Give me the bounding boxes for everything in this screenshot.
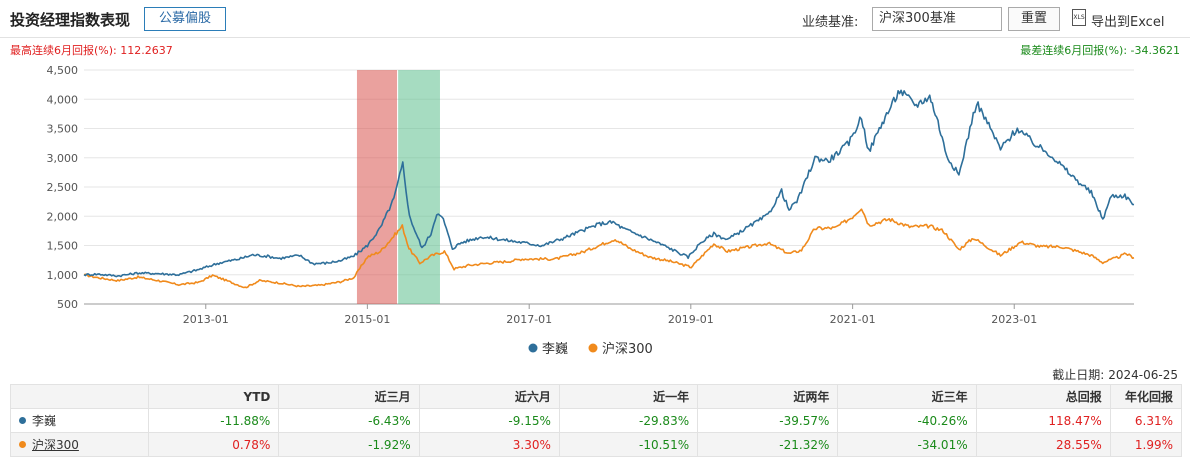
cell-1y: -10.51% [558, 432, 699, 457]
y-tick-label: 4,000 [47, 93, 79, 106]
x-tick-label: 2023-01 [991, 313, 1037, 326]
legend-dot-icon [588, 343, 598, 353]
public-fund-button[interactable]: 公募偏股 [144, 7, 226, 31]
col-header-6m[interactable]: 近六月 [418, 384, 560, 409]
row-name-cell: 沪深300 [9, 432, 150, 457]
export-excel-link[interactable]: 导出到Excel [1091, 15, 1165, 30]
min-6m-return: 最差连续6月回报(%): -34.3621 [1020, 42, 1180, 58]
col-header-name[interactable] [9, 384, 150, 409]
performance-chart[interactable]: 500 1,000 1,500 2,000 2,500 3,000 3,500 4,000 4,… [0, 58, 1190, 363]
row-name-link[interactable]: 沪深300 [32, 438, 79, 452]
y-tick-label: 3,500 [47, 123, 79, 136]
col-header-annual[interactable]: 年化回报 [1109, 384, 1183, 409]
cell-3m: -6.43% [278, 408, 420, 433]
highlight-band [398, 70, 440, 304]
col-header-ytd[interactable]: YTD [148, 384, 280, 409]
col-header-3y[interactable]: 近三年 [837, 384, 977, 409]
min-6m-return-value: -34.3621 [1130, 44, 1180, 57]
legend-dot-icon [528, 343, 538, 353]
col-header-total[interactable]: 总回报 [975, 384, 1111, 409]
as-of-date: 截止日期: 2024-06-25 [1048, 366, 1178, 383]
row-name: 李巍 [32, 414, 57, 428]
cell-3m: -1.92% [278, 432, 420, 457]
cell-3y: -34.01% [837, 432, 977, 457]
table-row: 李巍 -11.88% -6.43% -9.15% -29.83% -39.57%… [9, 408, 1183, 433]
cell-6m: 3.30% [418, 432, 560, 457]
series-line-1 [83, 208, 1135, 289]
y-tick-label: 2,500 [47, 181, 79, 194]
row-name-cell: 李巍 [9, 408, 150, 433]
excel-export-icon[interactable]: XLS [1072, 9, 1086, 26]
cell-1y: -29.83% [558, 408, 699, 433]
as-of-label: 截止日期: [1052, 368, 1105, 382]
table-header-row: YTD 近三月 近六月 近一年 近两年 近三年 总回报 年化回报 [9, 384, 1183, 409]
max-6m-return: 最高连续6月回报(%): 112.2637 [10, 42, 173, 58]
series-line-0 [83, 89, 1135, 278]
legend-label: 李巍 [542, 342, 568, 357]
max-6m-return-label: 最高连续6月回报(%): [10, 44, 117, 57]
x-tick-label: 2013-01 [183, 313, 229, 326]
cell-6m: -9.15% [418, 408, 560, 433]
col-header-1y[interactable]: 近一年 [558, 384, 699, 409]
x-tick-label: 2021-01 [830, 313, 876, 326]
y-tick-label: 2,000 [47, 210, 79, 223]
col-header-3m[interactable]: 近三月 [278, 384, 420, 409]
cell-annual: 1.99% [1109, 432, 1183, 457]
performance-table: YTD 近三月 近六月 近一年 近两年 近三年 总回报 年化回报 李巍 -11.… [9, 384, 1183, 457]
y-tick-label: 500 [57, 298, 78, 311]
benchmark-label: 业绩基准: [802, 15, 859, 30]
page-title: 投资经理指数表现 [10, 11, 131, 29]
y-tick-label: 1,500 [47, 240, 79, 253]
toolbar: 投资经理指数表现 公募偏股 业绩基准: 沪深300基准 重置 XLS 导出到Ex… [0, 0, 1190, 38]
series-dot-icon [19, 417, 26, 424]
benchmark-input[interactable]: 沪深300基准 [872, 7, 1002, 31]
cell-annual: 6.31% [1109, 408, 1183, 433]
cell-total: 28.55% [975, 432, 1111, 457]
y-tick-label: 1,000 [47, 269, 79, 282]
cell-ytd: -11.88% [148, 408, 280, 433]
max-6m-return-value: 112.2637 [120, 44, 173, 57]
cell-total: 118.47% [975, 408, 1111, 433]
cell-2y: -21.32% [697, 432, 839, 457]
y-tick-label: 4,500 [47, 64, 79, 77]
series-dot-icon [19, 441, 26, 448]
x-tick-label: 2015-01 [344, 313, 390, 326]
cell-ytd: 0.78% [148, 432, 280, 457]
legend-label: 沪深300 [602, 341, 653, 357]
x-tick-label: 2017-01 [506, 313, 552, 326]
cell-3y: -40.26% [837, 408, 977, 433]
y-tick-label: 3,000 [47, 152, 79, 165]
x-tick-label: 2019-01 [668, 313, 714, 326]
col-header-2y[interactable]: 近两年 [697, 384, 839, 409]
min-6m-return-label: 最差连续6月回报(%): [1020, 44, 1128, 57]
cell-2y: -39.57% [697, 408, 839, 433]
highlight-band [356, 70, 398, 304]
reset-button[interactable]: 重置 [1008, 7, 1060, 31]
table-row: 沪深300 0.78% -1.92% 3.30% -10.51% -21.32%… [9, 432, 1183, 457]
as-of-value: 2024-06-25 [1108, 368, 1178, 382]
